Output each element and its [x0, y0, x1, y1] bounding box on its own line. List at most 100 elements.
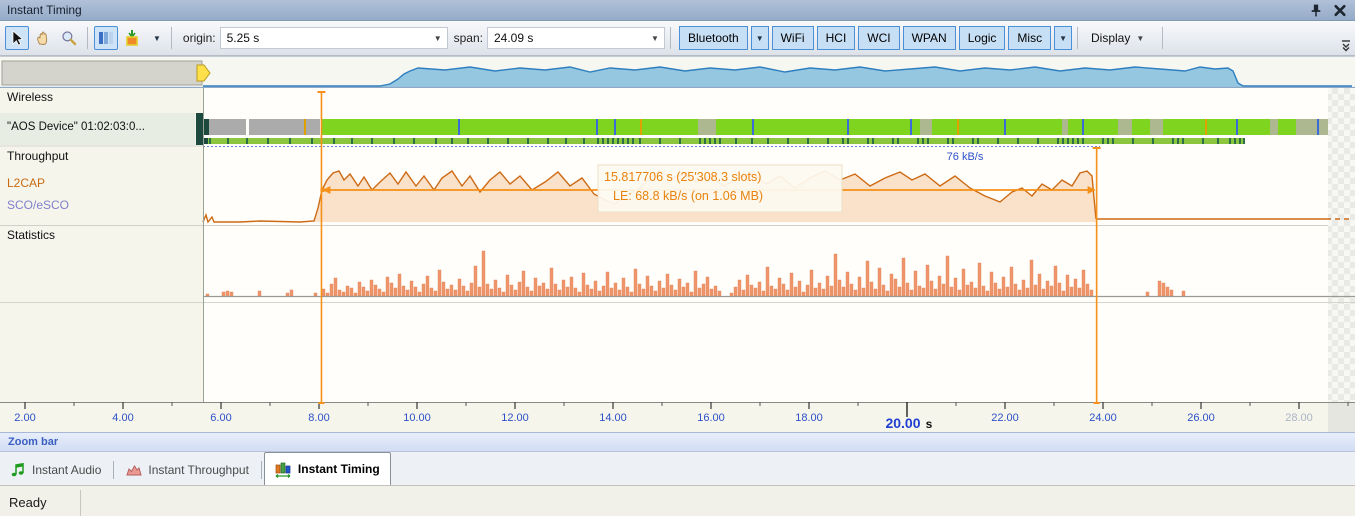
- histogram-bar: [741, 289, 746, 297]
- histogram-bar: [665, 273, 670, 297]
- overview-waveform[interactable]: [0, 57, 1355, 89]
- wireless-idle-segment[interactable]: [203, 119, 246, 135]
- wireless-active-segment[interactable]: [321, 119, 1332, 135]
- chevron-down-icon[interactable]: ▼: [433, 33, 442, 43]
- histogram-bar: [981, 285, 986, 297]
- filter-button-wci[interactable]: WCI: [858, 26, 900, 50]
- histogram-bar: [805, 284, 810, 297]
- histogram-bar: [621, 277, 626, 297]
- histogram-bar: [349, 287, 354, 297]
- marker-tool-button[interactable]: [120, 26, 144, 50]
- histogram-bar: [661, 287, 666, 297]
- zoom-tool-button[interactable]: [57, 26, 81, 50]
- histogram-bar: [457, 278, 462, 297]
- histogram-bar: [1081, 269, 1086, 297]
- sidebar-item-throughput[interactable]: Throughput: [7, 149, 69, 163]
- zoom-bar-label: Zoom bar: [8, 436, 59, 448]
- histogram-bar: [929, 280, 934, 297]
- panes-toggle-button[interactable]: [94, 26, 118, 50]
- span-combobox[interactable]: 24.09 s ▼: [486, 27, 665, 49]
- sidebar-item-sco[interactable]: SCO/eSCO: [7, 198, 70, 212]
- axis-label: 28.00: [1285, 412, 1313, 424]
- cursor-tool-button[interactable]: [5, 26, 29, 50]
- filter-button-bluetooth[interactable]: Bluetooth: [678, 26, 748, 50]
- histogram-bar: [325, 292, 330, 297]
- zoom-bar-overview[interactable]: [0, 56, 1355, 89]
- filter-button-wpan[interactable]: WPAN: [902, 26, 956, 50]
- marker-tool-dropdown[interactable]: ▼: [153, 33, 161, 43]
- sidebar-item-statistics[interactable]: Statistics: [7, 228, 56, 242]
- wireless-idle-segment[interactable]: [249, 119, 320, 135]
- wireless-packet-strip[interactable]: [203, 138, 1245, 144]
- chevron-down-icon[interactable]: ▼: [651, 33, 659, 43]
- histogram-bar: [1077, 287, 1082, 297]
- histogram-bar: [797, 280, 802, 297]
- tab-instant-audio[interactable]: Instant Audio: [0, 455, 111, 485]
- close-icon[interactable]: [1331, 3, 1349, 18]
- histogram-bar: [1061, 290, 1066, 297]
- histogram-bar: [957, 289, 962, 297]
- tab-separator: [260, 461, 262, 479]
- histogram-bar: [397, 273, 402, 297]
- toolbar-separator: [1162, 27, 1164, 49]
- tab-instant-timing[interactable]: Instant Timing: [263, 452, 391, 485]
- histogram-bar: [549, 267, 554, 297]
- filter-dropdown-bluetooth[interactable]: ▼: [750, 26, 769, 50]
- title-bar[interactable]: Instant Timing: [0, 0, 1355, 21]
- histogram-bar: [561, 279, 566, 297]
- pan-tool-button[interactable]: [31, 26, 55, 50]
- histogram-bar: [837, 279, 842, 297]
- histogram-bar: [653, 290, 658, 297]
- origin-combobox[interactable]: 5.25 s ▼: [219, 27, 448, 49]
- tab-instant-throughput[interactable]: Instant Throughput: [116, 455, 259, 485]
- device-row-highlight[interactable]: [0, 113, 195, 145]
- histogram-bar: [517, 281, 522, 297]
- histogram-bar: [509, 284, 514, 297]
- histogram-bar: [445, 288, 450, 297]
- histogram-bar: [481, 250, 486, 297]
- pin-icon[interactable]: [1307, 3, 1325, 18]
- histogram-bar: [485, 283, 490, 297]
- toolbar-overflow-icon[interactable]: [1340, 39, 1352, 52]
- histogram-bar: [513, 289, 518, 297]
- zoom-bar-strip[interactable]: Zoom bar: [0, 432, 1355, 452]
- overview-activity-area: [203, 67, 1352, 87]
- audio-note-icon: [11, 462, 24, 477]
- time-axis-strip[interactable]: [0, 402, 1355, 432]
- filter-button-misc[interactable]: Misc: [1008, 26, 1052, 50]
- histogram-bar: [489, 288, 494, 297]
- filter-button-wifi[interactable]: WiFi: [771, 26, 814, 50]
- toolbar-separator: [87, 27, 88, 49]
- filter-button-hci[interactable]: HCI: [816, 26, 856, 50]
- histogram-bar: [681, 286, 686, 297]
- overview-left-box[interactable]: [1, 60, 203, 86]
- beyond-capture-zone: [1328, 88, 1355, 402]
- histogram-bar: [225, 290, 230, 297]
- histogram-bar: [525, 286, 530, 297]
- device-row-indicator: [196, 113, 203, 145]
- histogram-bar: [441, 281, 446, 297]
- filter-button-logic[interactable]: Logic: [958, 26, 1006, 50]
- histogram-bar: [1029, 259, 1034, 297]
- histogram-bar: [989, 271, 994, 297]
- sidebar-item-device[interactable]: "AOS Device" 01:02:03:0...: [7, 121, 145, 133]
- histogram-bar: [753, 287, 758, 297]
- status-bar: Ready: [0, 485, 1355, 516]
- histogram-bar: [689, 291, 694, 297]
- histogram-bar: [905, 282, 910, 297]
- throughput-scale-label: 76 kB/s: [947, 151, 984, 163]
- overview-position-marker[interactable]: [196, 64, 211, 82]
- histogram-bar: [369, 279, 374, 297]
- origin-label: origin:: [182, 31, 216, 45]
- display-menu-button[interactable]: Display ▼: [1083, 26, 1157, 50]
- sidebar-item-wireless[interactable]: Wireless: [7, 90, 54, 104]
- timing-chart[interactable]: 76 kB/s 15.817706 s (25'308.3 slots) LE: 6…: [0, 88, 1355, 432]
- histogram-bar: [405, 289, 410, 297]
- histogram-bar: [545, 288, 550, 297]
- histogram-bar: [401, 285, 406, 297]
- filter-dropdown-misc[interactable]: ▼: [1054, 26, 1072, 50]
- sidebar-item-l2cap[interactable]: L2CAP: [7, 176, 46, 190]
- histogram-bar: [765, 266, 770, 297]
- histogram-bar: [849, 283, 854, 297]
- tab-label: Instant Throughput: [148, 463, 249, 477]
